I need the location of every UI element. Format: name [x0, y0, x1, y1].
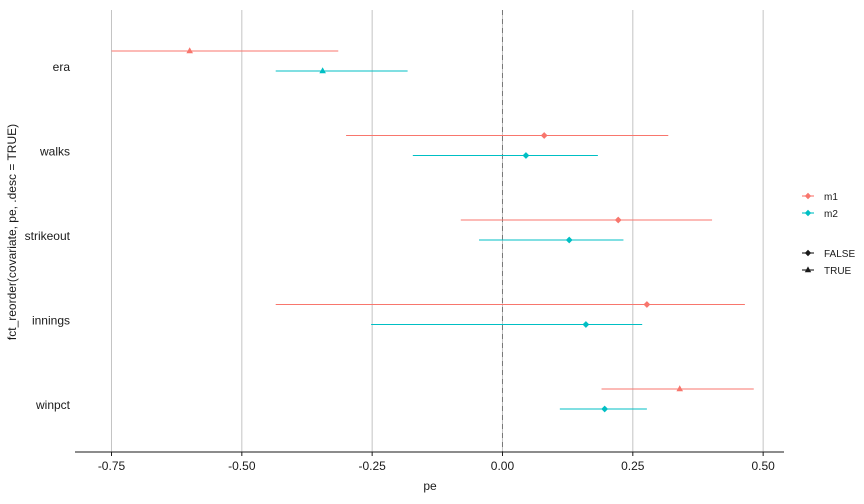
y-tick-label-walks: walks	[39, 145, 70, 159]
point-m2-walks	[522, 152, 530, 159]
legend-label-FALSE: FALSE	[824, 249, 855, 260]
y-axis-title: fct_reorder(covariate, pe, .desc = TRUE)	[5, 124, 19, 340]
x-tick-label-2: -0.25	[358, 459, 386, 473]
y-category-labels: era walks strikeout innings winpct	[25, 60, 71, 412]
point-m1-winpct	[676, 385, 684, 392]
legend-key-TRUE	[804, 266, 812, 273]
point-m2-strikeout	[565, 236, 573, 244]
y-tick-label-innings: innings	[32, 314, 70, 328]
error-bars	[111, 50, 754, 410]
point-estimates	[186, 47, 684, 413]
legend-label-m1: m1	[824, 192, 838, 203]
point-m1-strikeout	[614, 216, 622, 224]
legend: m1 m2 FALSE TRUE	[802, 192, 855, 277]
legend-key-m2	[804, 209, 812, 217]
x-tick-label-3: 0.00	[491, 459, 515, 473]
point-m1-era	[186, 47, 193, 54]
x-axis: -0.75 -0.50 -0.25 0.00 0.25 0.50	[75, 451, 784, 473]
legend-key-FALSE	[804, 249, 812, 257]
x-tick-label-5: 0.50	[751, 459, 775, 473]
legend-label-m2: m2	[824, 209, 838, 220]
point-m1-walks	[540, 132, 548, 139]
x-tick-label-1: -0.50	[228, 459, 256, 473]
x-tick-label-0: -0.75	[98, 459, 126, 473]
x-tick-label-4: 0.25	[621, 459, 645, 473]
point-m2-innings	[582, 321, 590, 328]
legend-label-TRUE: TRUE	[824, 266, 852, 277]
y-tick-label-era: era	[53, 60, 71, 74]
point-m1-innings	[643, 301, 651, 308]
x-axis-title: pe	[423, 479, 437, 493]
point-m2-era	[319, 67, 326, 74]
y-tick-label-strikeout: strikeout	[25, 229, 71, 243]
grid-lines	[110, 10, 764, 452]
legend-key-m1	[804, 192, 812, 200]
point-m2-winpct	[601, 405, 609, 413]
y-tick-label-winpct: winpct	[35, 398, 71, 412]
